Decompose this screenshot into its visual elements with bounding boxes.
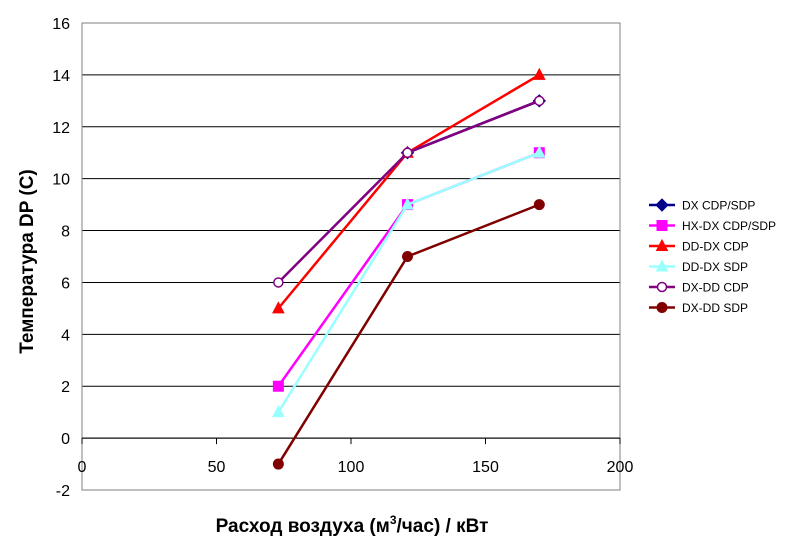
y-tick-label: 8 <box>61 224 70 241</box>
y-tick-label: 0 <box>61 431 70 448</box>
y-axis-title: Температура DP (C) <box>17 169 38 354</box>
x-tick-label: 200 <box>607 459 634 476</box>
y-tick-label: 14 <box>52 68 70 85</box>
legend-marker <box>656 302 668 313</box>
legend: DX CDP/SDP HX-DX CDP/SDP DD-DX CDP DD-DX SD… <box>649 198 776 315</box>
series-4 <box>272 145 546 418</box>
x-axis-title-superscript: 3 <box>390 513 397 527</box>
data-point <box>534 95 545 107</box>
legend-item: DD-DX CDP <box>649 238 749 254</box>
legend-marker <box>656 281 668 293</box>
data-point <box>532 145 546 158</box>
x-axis-title-main: Расход воздуха (м <box>216 516 390 537</box>
y-tick-label: 12 <box>52 120 70 137</box>
data-point <box>273 277 284 288</box>
data-point <box>272 301 285 314</box>
legend-label: DD-DX CDP <box>682 240 749 254</box>
legend-marker <box>655 238 669 251</box>
x-axis-title: Расход воздуха (м3/час) / кВт <box>216 513 489 537</box>
y-tick-label: 4 <box>61 327 70 344</box>
x-axis-title-tail: /час) / кВт <box>397 516 489 537</box>
legend-item: DX-DD SDP <box>649 301 748 315</box>
series-3 <box>272 67 546 314</box>
x-tick-label: 150 <box>472 459 499 476</box>
series-line <box>277 73 540 310</box>
legend-item: DD-DX SDP <box>649 259 748 274</box>
data-point <box>272 380 284 392</box>
y-axis-ticks: -2 0 2 4 6 8 10 12 14 16 <box>52 16 70 500</box>
y-tick-label: 6 <box>61 275 70 292</box>
series-5 <box>273 95 545 288</box>
plot-area <box>81 22 621 491</box>
y-tick-label: 10 <box>52 172 70 189</box>
x-tick-label: 0 <box>78 459 87 476</box>
data-point <box>401 197 414 210</box>
legend-label: DX-DD CDP <box>682 281 749 295</box>
data-point <box>272 458 284 470</box>
y-tick-label: 16 <box>52 16 70 33</box>
legend-label: HX-DX CDP/SDP <box>682 219 776 233</box>
legend-item: HX-DX CDP/SDP <box>649 219 776 233</box>
legend-item: DX-DD CDP <box>649 281 749 295</box>
series-6 <box>272 199 545 470</box>
y-tick-label: 2 <box>61 379 70 396</box>
x-tick-label: 50 <box>208 459 226 476</box>
x-axis-ticks: 0 50 100 150 200 <box>78 438 634 476</box>
legend-marker <box>656 220 668 231</box>
data-point <box>272 405 285 418</box>
legend-label: DX CDP/SDP <box>682 199 755 213</box>
x-tick-label: 100 <box>338 459 365 476</box>
data-point <box>401 251 413 262</box>
legend-marker <box>655 259 669 272</box>
legend-label: DD-DX SDP <box>682 260 748 274</box>
data-point <box>402 147 413 158</box>
data-point <box>533 199 545 211</box>
gridlines <box>82 22 620 491</box>
y-tick-label: -2 <box>56 483 70 500</box>
series-group <box>272 67 547 470</box>
data-point <box>532 67 546 80</box>
legend-label: DX-DD SDP <box>682 301 748 315</box>
legend-marker <box>655 198 669 212</box>
legend-item: DX CDP/SDP <box>649 198 755 213</box>
